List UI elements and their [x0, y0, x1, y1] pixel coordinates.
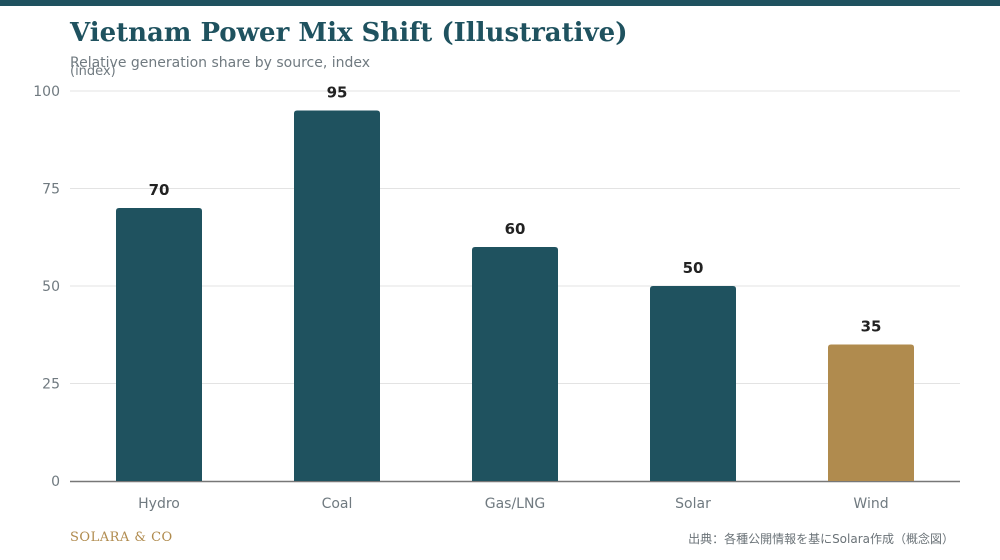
y-tick-label: 50 [42, 279, 60, 295]
bar-value-label: 60 [505, 220, 526, 238]
x-tick-label: Gas/LNG [485, 496, 546, 512]
top-accent-bar [0, 0, 1000, 6]
source-note: 出典：各種公開情報を基にSolara作成（概念図） [688, 532, 954, 546]
chart-subtitle: Relative generation share by source, ind… [70, 55, 371, 71]
y-axis-unit-label: (index) [70, 64, 116, 79]
brand-logo-text: SOLARA & CO [70, 530, 173, 545]
bar-wind [828, 344, 914, 481]
bar-value-label: 95 [327, 84, 348, 102]
chart-title: Vietnam Power Mix Shift (Illustrative) [70, 18, 628, 48]
x-tick-label: Solar [675, 496, 711, 512]
x-tick-label: Hydro [138, 496, 180, 512]
y-tick-label: 0 [51, 474, 60, 490]
y-tick-label: 75 [42, 182, 60, 198]
bar-value-label: 35 [861, 318, 882, 336]
x-tick-label: Coal [322, 496, 353, 512]
bar-value-label: 70 [149, 181, 170, 199]
bar-value-label: 50 [683, 259, 704, 277]
y-tick-label: 25 [42, 377, 60, 393]
bar-gas-lng [472, 247, 558, 481]
bar-coal [294, 110, 380, 481]
x-tick-label: Wind [853, 496, 888, 512]
bar-solar [650, 286, 736, 481]
y-tick-label: 100 [33, 84, 60, 100]
bar-hydro [116, 208, 202, 481]
